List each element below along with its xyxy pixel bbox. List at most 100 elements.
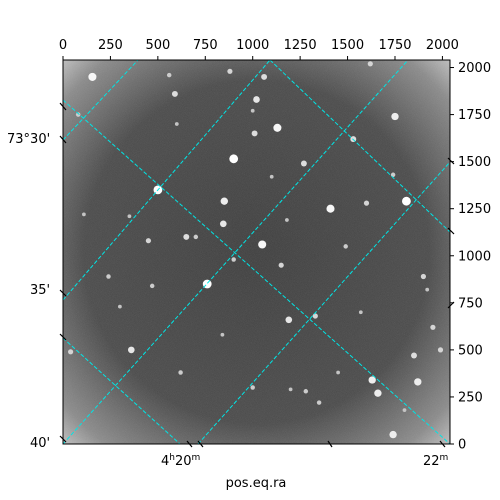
ra-tick: [447, 301, 455, 309]
right-tick-label: 1500: [458, 155, 491, 170]
top-tick-label: 1250: [284, 38, 317, 53]
pixel-axes: 0 250 500 750 1000 1250 1500 1750 2000 0 250 500 750…: [59, 38, 491, 453]
grid-line-ra: [197, 161, 450, 444]
star: [343, 244, 348, 249]
grid-line-dec: [63, 337, 181, 444]
top-tick-label: 1750: [378, 38, 411, 53]
star: [437, 347, 444, 353]
star: [171, 90, 178, 97]
right-tick-label: 500: [458, 343, 483, 358]
right-tick-label: 2000: [458, 61, 491, 76]
star: [402, 408, 407, 412]
star: [411, 352, 417, 359]
top-tick-label: 1500: [331, 38, 364, 53]
star: [363, 200, 370, 206]
star: [183, 233, 190, 240]
coordinate-grid: [63, 60, 450, 444]
star: [285, 316, 293, 324]
star: [229, 154, 239, 164]
top-tick-label: 750: [193, 38, 218, 53]
star: [402, 196, 411, 206]
star: [145, 238, 151, 244]
star: [326, 204, 335, 213]
star: [178, 370, 183, 375]
star: [220, 197, 228, 205]
right-tick-label: 1750: [458, 108, 491, 123]
star: [193, 234, 199, 240]
star: [261, 73, 268, 80]
top-tick-label: 500: [145, 38, 170, 53]
star: [420, 273, 426, 280]
star: [430, 324, 436, 330]
star: [273, 123, 282, 132]
star: [118, 304, 122, 309]
top-tick-label: 250: [98, 38, 123, 53]
right-tick-label: 0: [458, 438, 466, 453]
dec-tick-label: 40': [30, 436, 50, 451]
star: [389, 430, 397, 439]
right-tick-label: 250: [458, 390, 483, 405]
star: [303, 389, 309, 394]
star: [391, 112, 399, 121]
star: [68, 349, 74, 355]
star: [219, 220, 227, 228]
star: [300, 160, 307, 167]
grid-line-ra: [63, 60, 409, 444]
plot-frame: [62, 59, 451, 445]
star: [250, 108, 255, 113]
star: [374, 389, 382, 397]
x-axis-label: pos.eq.ra: [226, 476, 287, 491]
star: [312, 313, 318, 319]
star: [149, 283, 155, 289]
sky-image-noise: [63, 60, 450, 444]
star: [367, 61, 373, 67]
star: [82, 212, 86, 217]
star: [253, 96, 260, 103]
star: [251, 130, 258, 137]
star: [425, 287, 430, 292]
star: [166, 72, 172, 78]
star: [250, 385, 255, 390]
grid-line-ra: [63, 60, 139, 141]
star: [316, 400, 322, 405]
star: [288, 387, 293, 392]
star: [285, 218, 289, 222]
ra-tick-label: 22m: [423, 453, 448, 469]
ra-tick: [447, 227, 455, 235]
ra-tick-label: 4h20m: [161, 453, 200, 469]
star: [127, 346, 135, 354]
star: [127, 214, 132, 219]
grid-line-dec: [63, 99, 450, 444]
dec-tick: [59, 435, 67, 443]
top-tick-label: 2000: [426, 38, 459, 53]
star: [174, 122, 179, 126]
top-tick-label: 0: [59, 38, 67, 53]
right-tick-label: 1000: [458, 249, 491, 264]
ra-tick: [447, 157, 455, 165]
dec-tick: [59, 289, 67, 297]
world-axis-ticks: [59, 102, 455, 448]
dec-tick-label: 73°30': [7, 132, 50, 147]
star: [88, 72, 97, 81]
ra-tick: [186, 440, 193, 448]
ra-tick: [439, 440, 446, 448]
star: [227, 68, 233, 74]
star: [231, 257, 236, 262]
right-tick-label: 1250: [458, 202, 491, 217]
star: [358, 310, 363, 315]
grid-line-ra: [63, 60, 271, 301]
star: [368, 376, 376, 384]
star: [75, 112, 81, 117]
star: [336, 370, 340, 375]
ra-tick: [327, 440, 333, 448]
dec-tick: [59, 135, 67, 144]
dec-tick: [59, 102, 67, 111]
right-tick-label: 750: [458, 296, 483, 311]
star: [106, 274, 111, 279]
dec-tick: [59, 333, 67, 341]
star: [414, 378, 422, 386]
star: [269, 174, 274, 179]
grid-line-dec: [269, 60, 450, 233]
star: [278, 262, 284, 268]
